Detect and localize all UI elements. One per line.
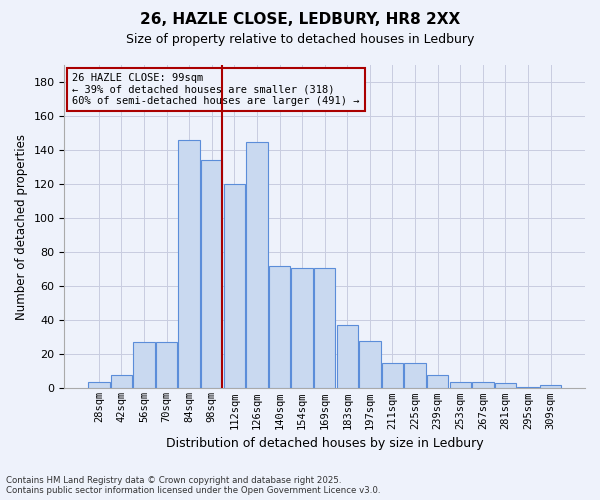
Bar — [494, 384, 516, 388]
Bar — [427, 375, 448, 388]
Bar — [540, 385, 562, 388]
X-axis label: Distribution of detached houses by size in Ledbury: Distribution of detached houses by size … — [166, 437, 484, 450]
Bar — [517, 386, 539, 388]
Text: Size of property relative to detached houses in Ledbury: Size of property relative to detached ho… — [126, 32, 474, 46]
Bar — [314, 268, 335, 388]
Bar — [404, 363, 426, 388]
Bar — [178, 140, 200, 388]
Bar — [88, 382, 110, 388]
Bar — [337, 326, 358, 388]
Text: Contains HM Land Registry data © Crown copyright and database right 2025.
Contai: Contains HM Land Registry data © Crown c… — [6, 476, 380, 495]
Bar — [156, 342, 177, 388]
Bar — [269, 266, 290, 388]
Bar — [224, 184, 245, 388]
Bar — [359, 340, 380, 388]
Bar — [201, 160, 223, 388]
Bar — [110, 375, 132, 388]
Bar — [382, 363, 403, 388]
Bar — [292, 268, 313, 388]
Y-axis label: Number of detached properties: Number of detached properties — [15, 134, 28, 320]
Text: 26 HAZLE CLOSE: 99sqm
← 39% of detached houses are smaller (318)
60% of semi-det: 26 HAZLE CLOSE: 99sqm ← 39% of detached … — [72, 73, 360, 106]
Bar — [449, 382, 471, 388]
Bar — [472, 382, 494, 388]
Bar — [133, 342, 155, 388]
Bar — [246, 142, 268, 388]
Text: 26, HAZLE CLOSE, LEDBURY, HR8 2XX: 26, HAZLE CLOSE, LEDBURY, HR8 2XX — [140, 12, 460, 28]
